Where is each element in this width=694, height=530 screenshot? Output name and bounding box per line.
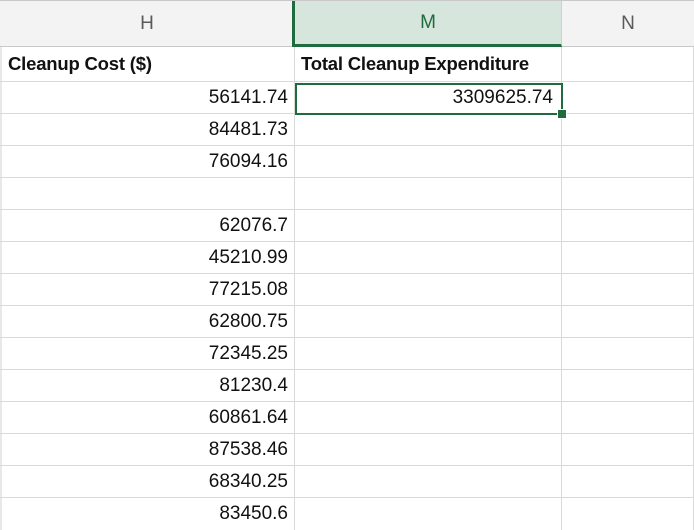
empty-cell[interactable] (295, 242, 562, 273)
empty-cell[interactable] (562, 242, 694, 273)
empty-cell[interactable] (295, 338, 562, 369)
empty-cell[interactable] (562, 178, 694, 209)
cleanup-cost-cell[interactable]: 56141.74 (0, 82, 295, 113)
cleanup-cost-cell[interactable]: 45210.99 (0, 242, 295, 273)
empty-cell[interactable] (562, 274, 694, 305)
empty-cell[interactable] (295, 466, 562, 497)
cleanup-cost-cell[interactable]: 60861.64 (0, 402, 295, 433)
empty-cell[interactable] (295, 114, 562, 145)
table-row: Cleanup Cost ($) Total Cleanup Expenditu… (0, 47, 694, 82)
column-header-m[interactable]: M (292, 1, 562, 47)
row-header-edge (0, 47, 2, 530)
empty-cell[interactable] (295, 306, 562, 337)
table-row: 77215.08 (0, 274, 694, 306)
empty-cell[interactable] (295, 274, 562, 305)
cleanup-cost-cell[interactable]: 77215.08 (0, 274, 295, 305)
table-row (0, 178, 694, 210)
table-row: 72345.25 (0, 338, 694, 370)
table-row: 60861.64 (0, 402, 694, 434)
column-header-h[interactable]: H (0, 1, 295, 47)
empty-cell[interactable] (295, 210, 562, 241)
empty-cell[interactable] (562, 82, 694, 113)
cleanup-cost-cell[interactable]: 62076.7 (0, 210, 295, 241)
cleanup-cost-cell[interactable]: 76094.16 (0, 146, 295, 177)
cleanup-cost-cell[interactable]: 87538.46 (0, 434, 295, 465)
table-row: 76094.16 (0, 146, 694, 178)
table-row: 84481.73 (0, 114, 694, 146)
table-row: 62800.75 (0, 306, 694, 338)
empty-cell[interactable] (562, 114, 694, 145)
cleanup-cost-cell[interactable]: 81230.4 (0, 370, 295, 401)
empty-cell[interactable] (562, 210, 694, 241)
table-row: 45210.99 (0, 242, 694, 274)
column-header-row: H M N (0, 0, 694, 47)
cleanup-cost-cell[interactable]: 84481.73 (0, 114, 295, 145)
empty-cell[interactable] (295, 434, 562, 465)
cleanup-cost-cell[interactable]: 68340.25 (0, 466, 295, 497)
empty-cell[interactable] (562, 370, 694, 401)
total-expenditure-cell[interactable]: 3309625.74 (295, 82, 562, 113)
empty-cell[interactable] (295, 402, 562, 433)
empty-cell[interactable] (562, 338, 694, 369)
table-row: 81230.4 (0, 370, 694, 402)
empty-cell[interactable] (295, 498, 562, 530)
empty-cell[interactable] (562, 498, 694, 530)
empty-cell[interactable] (295, 370, 562, 401)
total-expenditure-header-cell[interactable]: Total Cleanup Expenditure (295, 47, 562, 81)
fill-handle[interactable] (557, 109, 567, 119)
cleanup-cost-cell[interactable]: 83450.6 (0, 498, 295, 530)
table-row: 83450.6 (0, 498, 694, 530)
empty-cell[interactable] (295, 178, 562, 209)
cleanup-cost-cell[interactable]: 62800.75 (0, 306, 295, 337)
empty-cell[interactable] (562, 306, 694, 337)
empty-cell[interactable] (562, 434, 694, 465)
cleanup-cost-header-cell[interactable]: Cleanup Cost ($) (0, 47, 295, 81)
table-row: 62076.7 (0, 210, 694, 242)
column-header-n[interactable]: N (621, 13, 635, 34)
empty-cell[interactable] (562, 402, 694, 433)
empty-cell[interactable] (562, 47, 694, 81)
empty-cell[interactable] (562, 146, 694, 177)
cleanup-cost-cell[interactable]: 72345.25 (0, 338, 295, 369)
table-row: 56141.74 3309625.74 (0, 82, 694, 114)
table-row: 68340.25 (0, 466, 694, 498)
empty-cell[interactable] (295, 146, 562, 177)
table-row: 87538.46 (0, 434, 694, 466)
empty-cell[interactable] (562, 466, 694, 497)
cleanup-cost-cell[interactable] (0, 178, 295, 209)
